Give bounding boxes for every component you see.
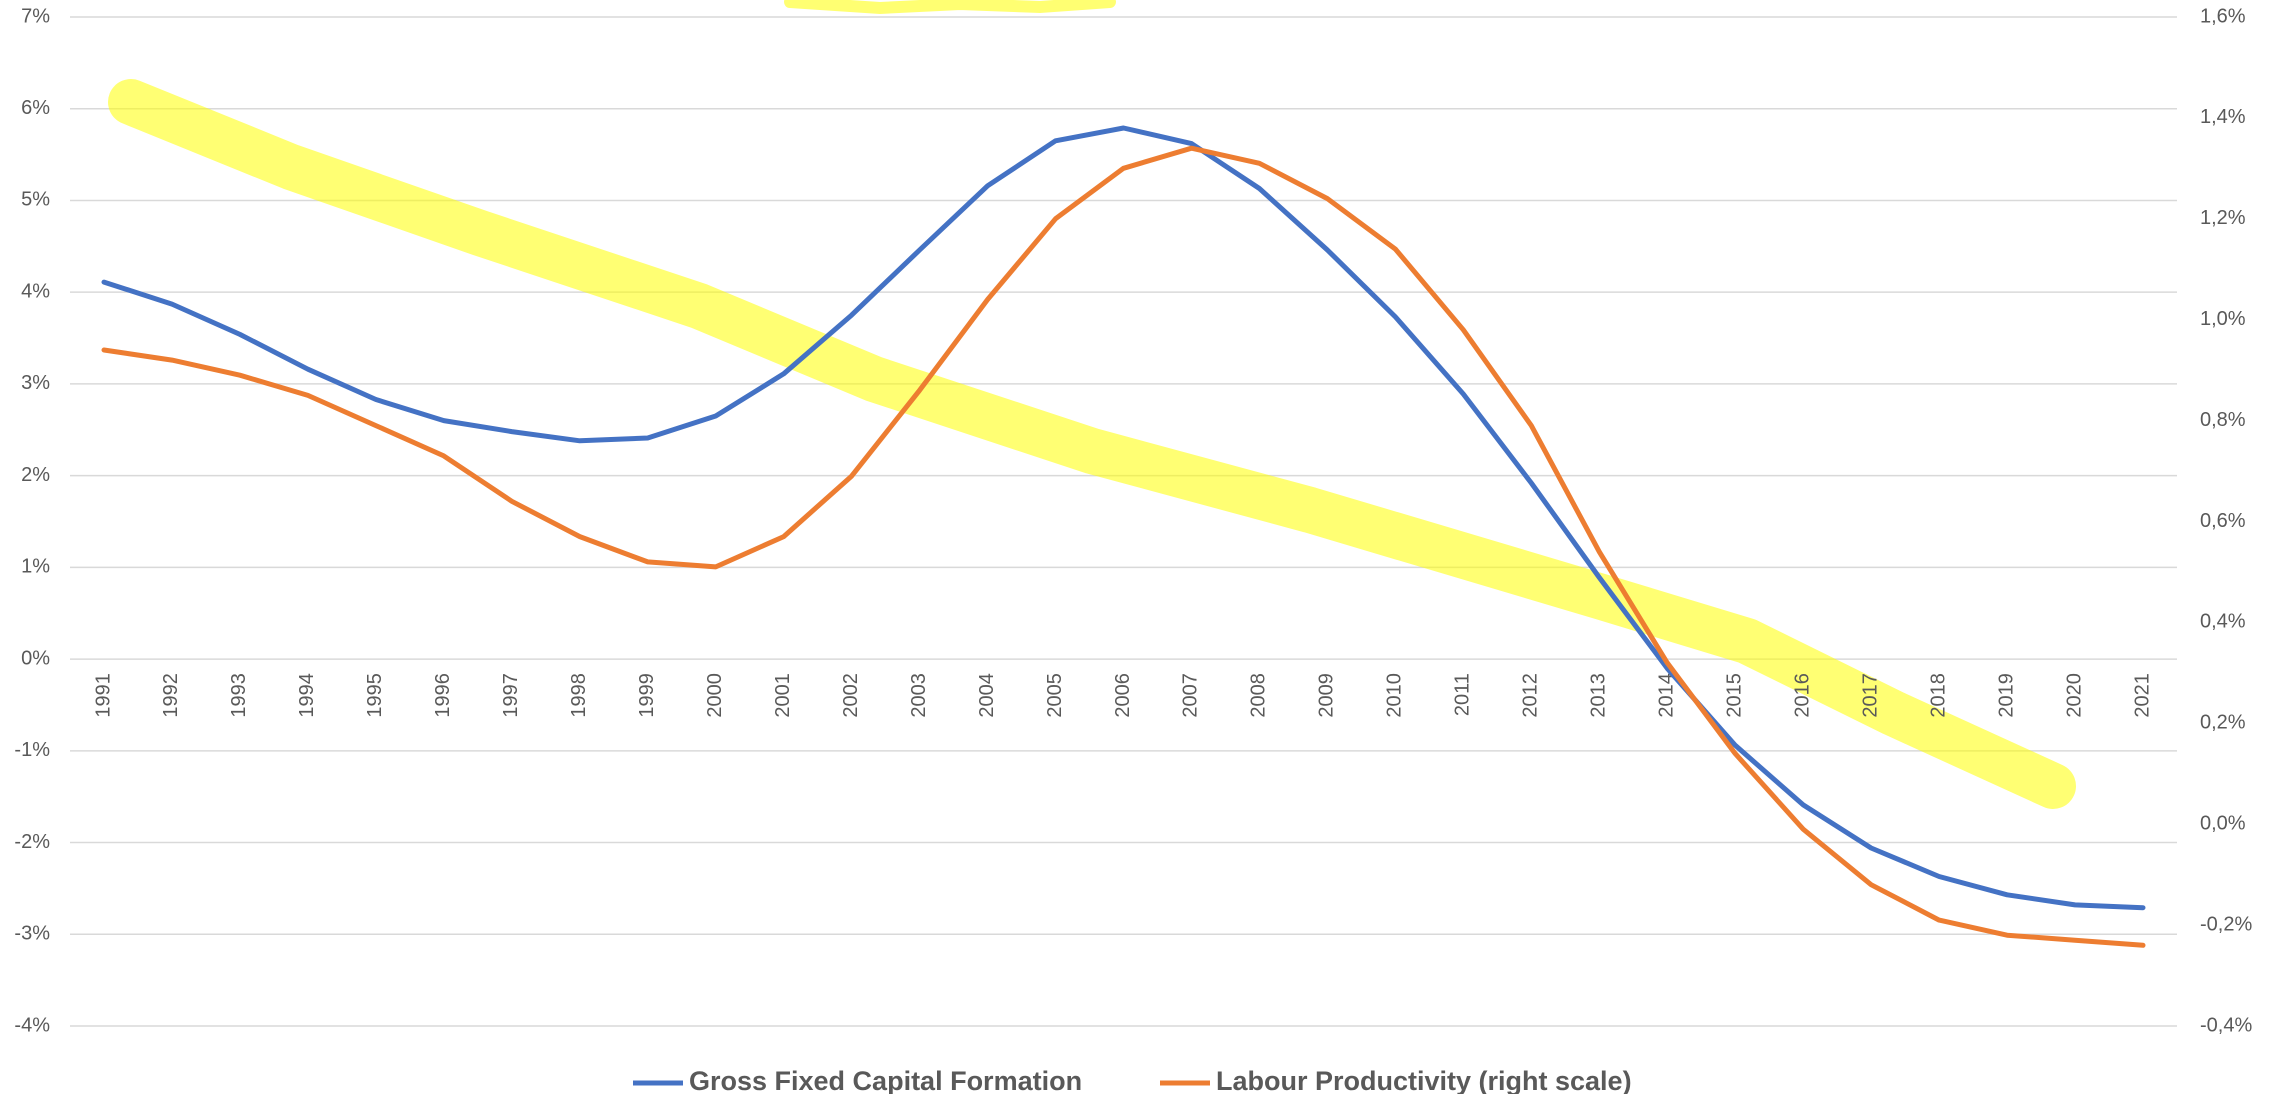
x-tick-label: 2010 [1384,673,1406,718]
y2-tick-label: -0,4% [2200,1014,2252,1036]
x-tick-label: 2008 [1248,673,1270,718]
x-tick-label: 1999 [636,673,658,718]
y2-tick-label: 1,4% [2200,106,2246,128]
y2-tick-label: 0,0% [2200,812,2246,834]
x-tick-label: 1998 [568,673,590,718]
x-tick-label: 2015 [1723,673,1745,718]
y2-tick-label: 1,2% [2200,207,2246,229]
x-tick-label: 2013 [1588,673,1610,718]
x-tick-label: 2016 [1791,673,1813,718]
x-tick-label: 2002 [840,673,862,718]
x-tick-label: 1996 [432,673,454,718]
y-tick-label: -2% [14,831,50,853]
y2-tick-label: 0,4% [2200,611,2246,633]
x-tick-label: 1992 [160,673,182,718]
y-tick-label: 6% [21,97,50,119]
x-tick-label: 1997 [500,673,522,718]
x-tick-label: 2017 [1859,673,1881,718]
y-tick-label: 3% [21,372,50,394]
x-tick-label: 2005 [1044,673,1066,718]
x-tick-label: 2020 [2063,673,2085,718]
y2-tick-label: 1,0% [2200,308,2246,330]
y-tick-label: -4% [14,1014,50,1036]
series-line [104,128,2143,908]
x-tick-label: 1995 [364,673,386,718]
y-tick-label: 1% [21,556,50,578]
y2-tick-label: 1,6% [2200,5,2246,27]
y2-tick-label: 0,8% [2200,409,2246,431]
y-tick-label: 2% [21,464,50,486]
x-tick-label: 2003 [908,673,930,718]
y2-tick-label: 0,2% [2200,712,2246,734]
y-tick-label: 5% [21,189,50,211]
y-tick-label: -1% [14,739,50,761]
x-tick-label: 2001 [772,673,794,718]
x-tick-label: 2021 [2131,673,2153,718]
chart: -4% -3% -2% -1% 0% 1% 2% 3% 4% 5% 6% 7% -0,4% -0,2% 0,… [0,0,2272,1094]
x-tick-label: 2009 [1316,673,1338,718]
x-tick-label: 2006 [1112,673,1134,718]
x-tick-label: 2018 [1927,673,1949,718]
x-tick-label: 2004 [976,673,998,718]
x-tick-label: 1994 [296,673,318,718]
highlighter-annotation [131,2,2053,786]
x-tick-label: 1991 [92,673,114,718]
y-tick-label: 4% [21,280,50,302]
y-tick-label: 7% [21,5,50,27]
y2-tick-label: -0,2% [2200,913,2252,935]
x-tick-label: 2019 [1995,673,2017,718]
y-tick-label: -3% [14,923,50,945]
x-tick-label: 2000 [704,673,726,718]
page: {"chart_data": { "type": "line", "catego… [0,0,2272,1094]
y-tick-label: 0% [21,647,50,669]
x-tick-label: 1993 [228,673,250,718]
x-tick-label: 2012 [1520,673,1542,718]
x-tick-label: 2007 [1180,673,1202,718]
x-tick-label: 2011 [1452,673,1474,716]
legend-label: Labour Productivity (right scale) [1216,1066,1632,1094]
y2-tick-label: 0,6% [2200,510,2246,532]
highlight-stroke [790,2,1110,8]
legend-label: Gross Fixed Capital Formation [689,1066,1082,1094]
